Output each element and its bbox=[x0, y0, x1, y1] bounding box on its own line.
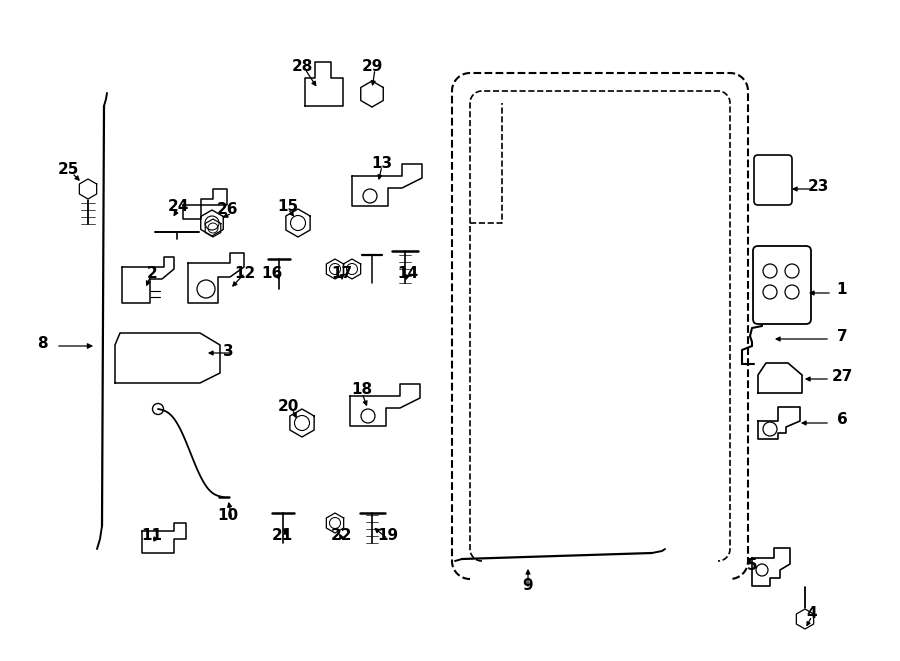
Text: 26: 26 bbox=[217, 202, 239, 217]
Text: 22: 22 bbox=[331, 529, 353, 543]
Polygon shape bbox=[352, 164, 422, 206]
Text: 13: 13 bbox=[372, 155, 392, 171]
Polygon shape bbox=[201, 210, 223, 236]
FancyBboxPatch shape bbox=[754, 155, 792, 205]
Text: 4: 4 bbox=[806, 605, 817, 621]
Polygon shape bbox=[286, 209, 310, 237]
Polygon shape bbox=[752, 548, 790, 586]
Text: 5: 5 bbox=[747, 559, 757, 574]
Polygon shape bbox=[758, 363, 802, 393]
Text: 12: 12 bbox=[234, 266, 256, 280]
FancyBboxPatch shape bbox=[753, 246, 811, 324]
Text: 7: 7 bbox=[837, 329, 847, 344]
Polygon shape bbox=[142, 523, 186, 553]
Text: 25: 25 bbox=[58, 161, 78, 176]
Text: 20: 20 bbox=[277, 399, 299, 414]
Text: 24: 24 bbox=[167, 198, 189, 214]
Text: 17: 17 bbox=[331, 266, 353, 280]
Text: 27: 27 bbox=[832, 368, 852, 383]
Text: 23: 23 bbox=[807, 178, 829, 194]
Polygon shape bbox=[183, 189, 227, 219]
Text: 29: 29 bbox=[361, 59, 382, 73]
Text: 19: 19 bbox=[377, 529, 399, 543]
Text: 10: 10 bbox=[218, 508, 238, 524]
Text: 6: 6 bbox=[837, 412, 848, 426]
Polygon shape bbox=[188, 253, 244, 303]
Polygon shape bbox=[79, 179, 96, 199]
Text: 28: 28 bbox=[292, 59, 312, 73]
Polygon shape bbox=[343, 259, 361, 279]
Polygon shape bbox=[796, 609, 814, 629]
Polygon shape bbox=[758, 407, 800, 439]
Text: 3: 3 bbox=[222, 344, 233, 358]
Polygon shape bbox=[305, 62, 343, 106]
Text: 8: 8 bbox=[37, 336, 48, 350]
Text: 9: 9 bbox=[523, 578, 534, 594]
Polygon shape bbox=[327, 513, 344, 533]
Polygon shape bbox=[122, 257, 174, 303]
Text: 1: 1 bbox=[837, 282, 847, 297]
Polygon shape bbox=[350, 384, 420, 426]
Polygon shape bbox=[115, 333, 220, 383]
Polygon shape bbox=[290, 409, 314, 437]
Text: 14: 14 bbox=[398, 266, 418, 280]
Polygon shape bbox=[327, 259, 344, 279]
Text: 16: 16 bbox=[261, 266, 283, 280]
Text: 2: 2 bbox=[147, 266, 158, 280]
Polygon shape bbox=[361, 81, 383, 107]
Polygon shape bbox=[205, 219, 220, 237]
Text: 11: 11 bbox=[141, 529, 163, 543]
Text: 18: 18 bbox=[351, 381, 373, 397]
Text: 21: 21 bbox=[272, 529, 292, 543]
Text: 15: 15 bbox=[277, 198, 299, 214]
